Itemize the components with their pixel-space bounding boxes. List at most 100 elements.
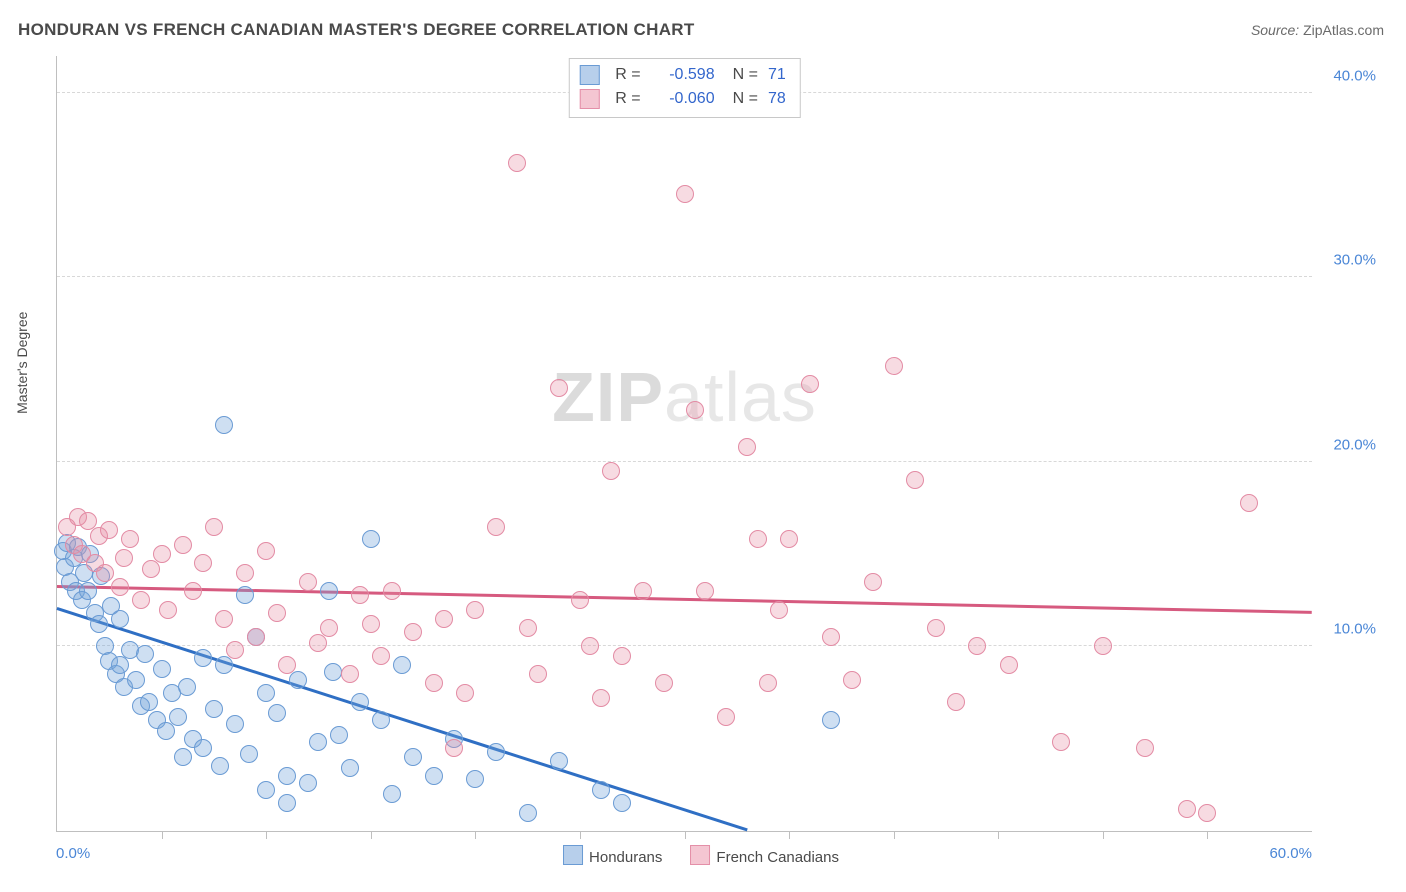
scatter-point bbox=[351, 693, 369, 711]
scatter-point bbox=[178, 678, 196, 696]
scatter-point bbox=[257, 684, 275, 702]
x-axis-max-label: 60.0% bbox=[1269, 845, 1312, 862]
x-tick bbox=[371, 831, 372, 839]
x-tick bbox=[266, 831, 267, 839]
scatter-point bbox=[676, 185, 694, 203]
scatter-point bbox=[1198, 804, 1216, 822]
scatter-point bbox=[299, 573, 317, 591]
watermark-bold: ZIP bbox=[552, 358, 664, 436]
scatter-point bbox=[393, 656, 411, 674]
scatter-point bbox=[184, 582, 202, 600]
scatter-point bbox=[215, 610, 233, 628]
scatter-point bbox=[309, 634, 327, 652]
scatter-point bbox=[194, 739, 212, 757]
scatter-point bbox=[487, 518, 505, 536]
scatter-point bbox=[906, 471, 924, 489]
scatter-point bbox=[278, 767, 296, 785]
scatter-point bbox=[529, 665, 547, 683]
scatter-point bbox=[159, 601, 177, 619]
scatter-point bbox=[205, 700, 223, 718]
scatter-point bbox=[240, 745, 258, 763]
scatter-point bbox=[111, 610, 129, 628]
scatter-point bbox=[822, 711, 840, 729]
scatter-point bbox=[770, 601, 788, 619]
scatter-point bbox=[142, 560, 160, 578]
scatter-point bbox=[686, 401, 704, 419]
scatter-point bbox=[289, 671, 307, 689]
legend-item: Hondurans bbox=[563, 845, 662, 866]
watermark: ZIPatlas bbox=[552, 357, 817, 437]
x-tick bbox=[998, 831, 999, 839]
scatter-point bbox=[466, 601, 484, 619]
scatter-point bbox=[341, 665, 359, 683]
scatter-point bbox=[1052, 733, 1070, 751]
stats-r-value: -0.060 bbox=[651, 87, 715, 111]
scatter-point bbox=[100, 521, 118, 539]
legend-label: Hondurans bbox=[589, 849, 662, 866]
scatter-point bbox=[236, 564, 254, 582]
scatter-point bbox=[96, 564, 114, 582]
legend-swatch bbox=[579, 89, 599, 109]
scatter-point bbox=[801, 375, 819, 393]
y-gridline bbox=[57, 645, 1312, 646]
y-axis-label: Master's Degree bbox=[14, 312, 30, 414]
legend-swatch bbox=[563, 845, 583, 865]
stats-n-label: N = bbox=[733, 63, 758, 87]
watermark-light: atlas bbox=[664, 358, 817, 436]
scatter-point bbox=[613, 647, 631, 665]
scatter-point bbox=[257, 781, 275, 799]
stats-n-value: 78 bbox=[768, 87, 786, 111]
x-tick bbox=[685, 831, 686, 839]
scatter-point bbox=[592, 781, 610, 799]
scatter-point bbox=[169, 708, 187, 726]
scatter-point bbox=[519, 804, 537, 822]
scatter-point bbox=[215, 416, 233, 434]
scatter-point bbox=[90, 615, 108, 633]
chart-title: HONDURAN VS FRENCH CANADIAN MASTER'S DEG… bbox=[18, 20, 695, 40]
correlation-stats-box: R =-0.598N =71R = -0.060 N = 78 bbox=[568, 58, 800, 118]
scatter-point bbox=[759, 674, 777, 692]
scatter-point bbox=[508, 154, 526, 172]
scatter-point bbox=[351, 586, 369, 604]
scatter-point bbox=[968, 637, 986, 655]
scatter-point bbox=[174, 748, 192, 766]
x-tick bbox=[475, 831, 476, 839]
scatter-point bbox=[425, 767, 443, 785]
scatter-point bbox=[320, 619, 338, 637]
y-tick-label: 30.0% bbox=[1333, 252, 1376, 269]
stats-r-label: R = bbox=[615, 63, 640, 87]
scatter-point bbox=[257, 542, 275, 560]
scatter-point bbox=[236, 586, 254, 604]
scatter-point bbox=[696, 582, 714, 600]
scatter-point bbox=[372, 647, 390, 665]
scatter-point bbox=[111, 656, 129, 674]
legend-swatch bbox=[690, 845, 710, 865]
scatter-point bbox=[634, 582, 652, 600]
scatter-point bbox=[1000, 656, 1018, 674]
scatter-point bbox=[153, 545, 171, 563]
scatter-point bbox=[121, 530, 139, 548]
x-tick bbox=[162, 831, 163, 839]
scatter-point bbox=[324, 663, 342, 681]
scatter-point bbox=[341, 759, 359, 777]
scatter-point bbox=[205, 518, 223, 536]
scatter-point bbox=[717, 708, 735, 726]
stats-row: R =-0.598N =71 bbox=[579, 63, 785, 87]
scatter-point bbox=[278, 794, 296, 812]
x-tick bbox=[580, 831, 581, 839]
scatter-point bbox=[947, 693, 965, 711]
scatter-point bbox=[864, 573, 882, 591]
scatter-point bbox=[581, 637, 599, 655]
scatter-point bbox=[309, 733, 327, 751]
stats-r-label: R = bbox=[615, 87, 640, 111]
scatter-point bbox=[383, 582, 401, 600]
scatter-point bbox=[157, 722, 175, 740]
scatter-point bbox=[153, 660, 171, 678]
stats-row: R =-0.060N =78 bbox=[579, 87, 785, 111]
scatter-point bbox=[425, 674, 443, 692]
scatter-point bbox=[571, 591, 589, 609]
x-tick bbox=[1207, 831, 1208, 839]
bottom-legend: HonduransFrench Canadians bbox=[563, 845, 839, 866]
scatter-point bbox=[655, 674, 673, 692]
scatter-point bbox=[320, 582, 338, 600]
